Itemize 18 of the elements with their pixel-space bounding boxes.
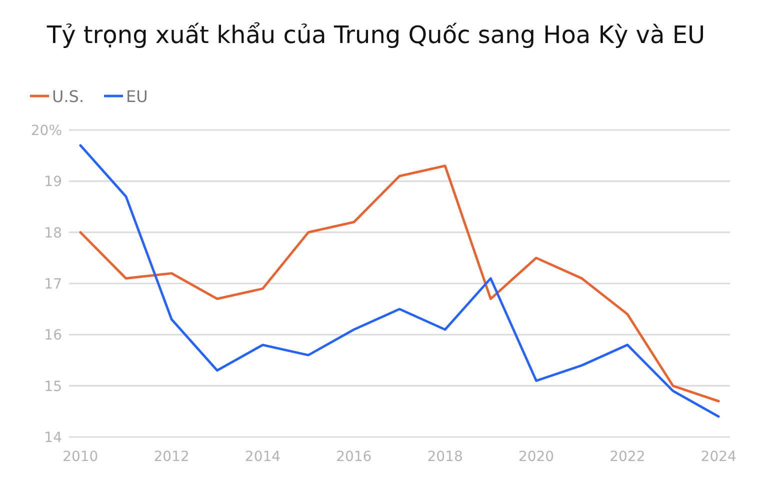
y-tick-label: 16 xyxy=(44,328,62,344)
x-tick-label: 2024 xyxy=(700,449,737,465)
x-tick-label: 2018 xyxy=(427,449,463,465)
legend-label: EU xyxy=(126,87,148,106)
y-tick-label: 15 xyxy=(44,378,62,395)
x-tick-label: 2022 xyxy=(610,449,646,465)
x-tick-label: 2012 xyxy=(154,449,190,465)
y-tick-label: 14 xyxy=(44,430,62,446)
chart-title: Tỷ trọng xuất khẩu của Trung Quốc sang Hoa Kỳ và EU xyxy=(46,21,706,49)
x-tick-label: 2010 xyxy=(62,449,98,465)
x-tick-label: 2020 xyxy=(518,449,554,465)
x-tick-label: 2014 xyxy=(244,449,281,465)
y-tick-label: 20% xyxy=(30,123,62,139)
y-tick-label: 17 xyxy=(44,276,62,292)
y-tick-label: 19 xyxy=(44,174,62,190)
x-tick-label: 2016 xyxy=(336,449,372,465)
y-tick-label: 18 xyxy=(44,225,62,242)
legend-label: U.S. xyxy=(52,87,84,106)
